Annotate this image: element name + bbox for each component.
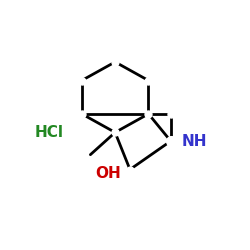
- Text: HCl: HCl: [35, 125, 64, 140]
- Text: NH: NH: [182, 134, 207, 148]
- Text: OH: OH: [95, 166, 121, 181]
